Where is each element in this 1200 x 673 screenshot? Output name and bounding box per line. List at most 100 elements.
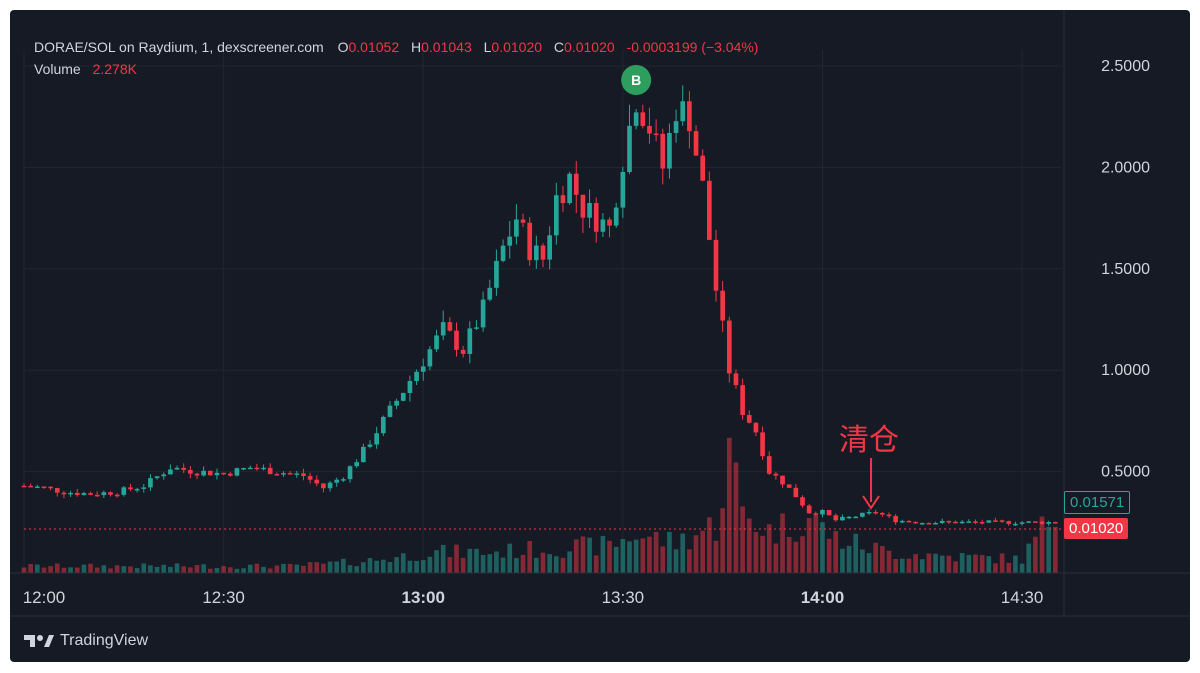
candle-body — [919, 522, 925, 525]
candle-body — [207, 470, 213, 476]
last-price-tag: 0.01020 — [1064, 518, 1129, 539]
volume-bar — [593, 555, 599, 573]
high-price-label: 0.01571 — [1070, 494, 1125, 511]
candle-body — [267, 467, 273, 475]
volume-bar — [307, 562, 313, 573]
volume-bar — [939, 555, 945, 573]
volume-bar — [886, 550, 892, 573]
candle-body — [81, 493, 87, 496]
volume-bar — [953, 561, 958, 573]
volume-bar — [34, 564, 40, 573]
volume-bar — [460, 557, 466, 573]
buy-marker[interactable]: B — [621, 65, 652, 95]
volume-value: 2.278K — [92, 61, 137, 77]
candle-body — [1033, 521, 1038, 523]
volume-bar — [227, 567, 233, 573]
volume-bar — [440, 544, 446, 573]
candle-body — [327, 482, 333, 489]
candle-body — [68, 492, 73, 495]
volume-bar — [587, 537, 592, 573]
volume-bar — [693, 535, 699, 573]
legend-ohlc-row: DORAE/SOL on Raydium, 1, dexscreener.com… — [34, 36, 758, 58]
volume-bar — [334, 561, 340, 573]
volume-bar — [653, 531, 659, 573]
candle-body — [866, 511, 872, 514]
volume-bar — [627, 541, 632, 573]
pair-title: DORAE/SOL on Raydium, 1, dexscreener.com — [34, 39, 324, 55]
candle-body — [361, 446, 366, 463]
tradingview-brand[interactable]: TradingView — [24, 632, 148, 650]
volume-bar — [700, 530, 706, 573]
candle-body — [254, 467, 260, 470]
volume-bar — [780, 513, 785, 573]
candlestick-chart[interactable]: 0.5000 1.0000 1.5000 2.0000 2.5000 12:00 12:30… — [10, 10, 1190, 662]
candle-body — [227, 473, 233, 476]
candle-body — [553, 195, 559, 236]
candle-body — [474, 327, 479, 329]
price-candles — [21, 85, 1058, 526]
y-tick-label: 1.5000 — [1101, 261, 1150, 278]
candle-body — [247, 467, 253, 470]
volume-bar — [979, 555, 985, 573]
legend-volume-row: Volume 2.278K — [34, 58, 758, 80]
candle-body — [334, 479, 340, 483]
candle-body — [494, 260, 499, 288]
volume-bar — [234, 568, 240, 573]
volume-bar — [786, 536, 792, 573]
candle-body — [547, 235, 552, 260]
volume-bar — [840, 548, 845, 573]
volume-bar — [860, 549, 865, 573]
candle-body — [354, 462, 360, 467]
candle-body — [780, 475, 785, 485]
candle-body — [380, 416, 386, 434]
candle-body — [593, 202, 599, 232]
volume-bar — [833, 531, 839, 573]
volume-bar — [161, 564, 167, 573]
candle-body — [760, 432, 765, 457]
volume-bar — [667, 531, 672, 573]
volume-bar — [933, 553, 938, 573]
volume-bar — [687, 549, 692, 573]
high-label: H — [411, 39, 422, 55]
volume-bar — [241, 568, 246, 573]
candle-body — [773, 473, 779, 476]
volume-bar — [740, 506, 745, 573]
candle-body — [527, 222, 533, 261]
candle-body — [281, 473, 286, 475]
volume-bar — [520, 554, 526, 573]
volume-bar — [919, 559, 925, 573]
volume-bars — [21, 437, 1058, 573]
volume-bar — [374, 560, 379, 573]
candle-body — [427, 349, 433, 367]
volume-bar — [713, 540, 719, 573]
volume-bar — [1053, 526, 1058, 573]
volume-bar — [88, 563, 93, 573]
buy-marker-circle — [621, 65, 652, 95]
candle-body — [1013, 523, 1018, 526]
volume-bar — [188, 567, 193, 573]
volume-bar — [500, 557, 506, 573]
candle-body — [274, 474, 280, 476]
volume-bar — [28, 564, 33, 573]
candle-body — [973, 521, 978, 523]
volume-bar — [48, 566, 53, 573]
volume-bar — [207, 568, 213, 573]
volume-bar — [194, 565, 200, 573]
volume-bar — [134, 568, 140, 573]
candle-body — [387, 405, 393, 417]
volume-bar — [640, 538, 646, 573]
candle-body — [993, 520, 998, 522]
volume-bar — [986, 556, 992, 573]
volume-bar — [633, 539, 639, 573]
volume-bar — [553, 556, 559, 573]
volume-bar — [347, 565, 353, 573]
volume-bar — [301, 565, 306, 573]
volume-bar — [813, 515, 819, 573]
volume-bar — [899, 558, 905, 573]
candle-body — [766, 456, 772, 474]
candle-body — [54, 488, 60, 493]
candle-body — [620, 172, 626, 208]
volume-bar — [826, 538, 832, 573]
candle-body — [1019, 522, 1025, 524]
x-tick-label: 14:30 — [1001, 588, 1044, 607]
